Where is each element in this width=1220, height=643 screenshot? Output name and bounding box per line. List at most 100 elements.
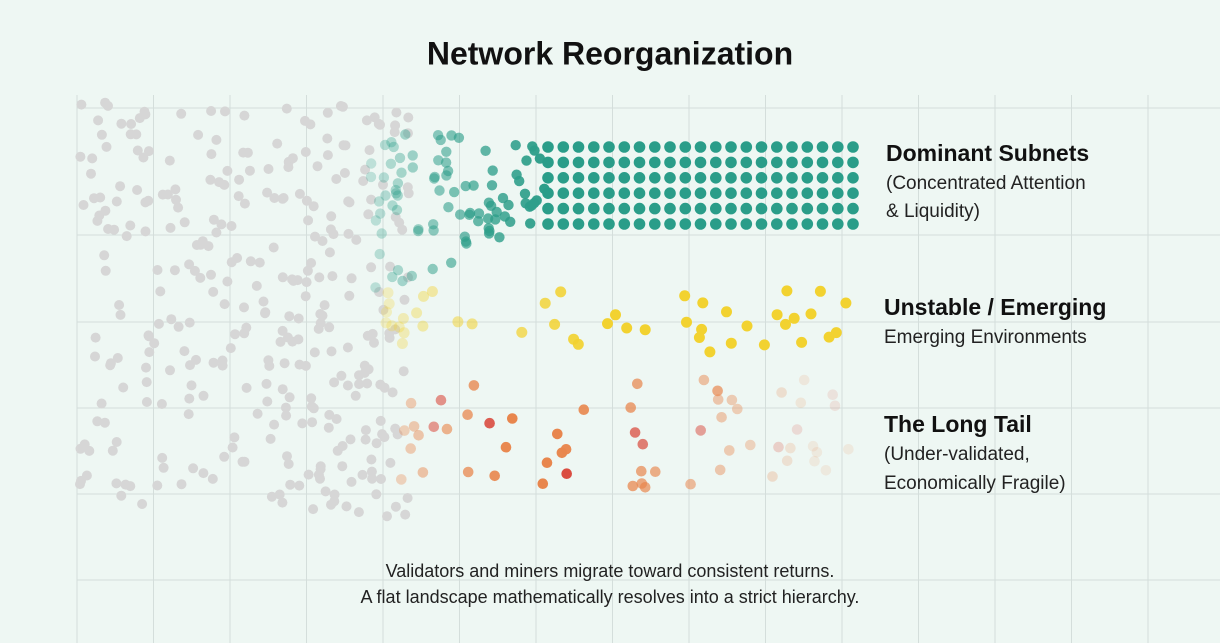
dot — [229, 432, 240, 443]
dot — [403, 128, 413, 139]
dot — [265, 433, 276, 444]
dot — [179, 217, 190, 228]
dot — [205, 174, 216, 185]
dot — [413, 225, 424, 237]
dot — [441, 146, 452, 157]
dot — [435, 134, 446, 146]
dot — [588, 187, 600, 199]
dot — [283, 162, 294, 173]
dot — [679, 156, 692, 169]
dot — [396, 474, 407, 485]
dot — [389, 127, 400, 138]
dot — [379, 139, 391, 151]
dot — [740, 202, 753, 215]
dot — [315, 473, 325, 484]
dot — [206, 149, 217, 160]
dot — [832, 172, 844, 184]
dot — [788, 312, 800, 324]
dot — [219, 451, 230, 462]
dot — [483, 223, 494, 234]
dot — [725, 202, 737, 215]
dot — [111, 196, 122, 207]
dot — [442, 165, 454, 177]
dot — [165, 222, 176, 233]
group-name: Dominant Subnets — [886, 140, 1089, 166]
dot — [346, 273, 357, 284]
dot — [847, 141, 859, 153]
dot — [176, 108, 187, 119]
dot — [269, 193, 280, 203]
dot — [847, 156, 859, 169]
dot — [726, 394, 738, 406]
dot — [198, 390, 209, 401]
dot — [685, 478, 696, 490]
dot — [681, 316, 692, 328]
dot — [76, 99, 87, 110]
dot — [786, 141, 798, 153]
dot — [244, 165, 255, 176]
dot — [725, 172, 737, 184]
dot — [529, 197, 540, 209]
dot — [698, 374, 710, 386]
dot — [378, 179, 388, 190]
dot — [343, 228, 354, 239]
dot — [100, 265, 111, 276]
dot — [300, 291, 311, 302]
dot — [494, 232, 505, 243]
dot — [141, 377, 152, 388]
dot — [111, 478, 122, 489]
dot — [165, 365, 175, 376]
dot — [277, 384, 288, 395]
dot — [480, 145, 491, 156]
dot — [115, 181, 126, 192]
dot — [364, 145, 375, 156]
dot — [361, 115, 372, 126]
dot — [696, 323, 708, 335]
dot — [633, 218, 646, 230]
dot — [632, 378, 643, 390]
dot — [380, 190, 391, 201]
dot — [519, 188, 531, 199]
dot — [354, 379, 365, 390]
dot — [489, 470, 501, 482]
dot — [807, 440, 819, 452]
dot — [280, 402, 291, 413]
dot — [405, 443, 417, 454]
dot — [618, 187, 631, 199]
dot — [216, 219, 227, 230]
dot — [417, 320, 429, 332]
dot — [679, 172, 692, 184]
dot — [157, 189, 168, 200]
dot — [390, 423, 401, 434]
dot — [140, 226, 151, 237]
dot — [816, 156, 829, 169]
dot — [649, 187, 661, 199]
group-description: Emerging Environments — [884, 327, 1087, 348]
dot — [125, 220, 136, 231]
dot — [396, 167, 407, 178]
dot — [170, 184, 181, 195]
dot — [694, 187, 707, 199]
dot — [326, 499, 336, 510]
dot — [303, 469, 314, 480]
dot — [386, 137, 397, 148]
dot — [87, 153, 98, 164]
dot — [396, 338, 408, 349]
dot — [385, 261, 396, 272]
dot — [116, 118, 127, 129]
dot — [435, 394, 447, 406]
dot — [397, 275, 408, 287]
dot — [816, 172, 829, 184]
dot — [403, 112, 414, 123]
dot — [322, 133, 333, 144]
dot — [542, 202, 554, 215]
dot — [811, 447, 823, 458]
dot — [125, 481, 136, 492]
dot — [503, 199, 514, 211]
dot — [721, 306, 732, 318]
dot — [380, 317, 392, 329]
dot — [230, 329, 240, 340]
dot — [771, 309, 783, 321]
dot — [542, 141, 554, 153]
dot — [366, 194, 377, 205]
